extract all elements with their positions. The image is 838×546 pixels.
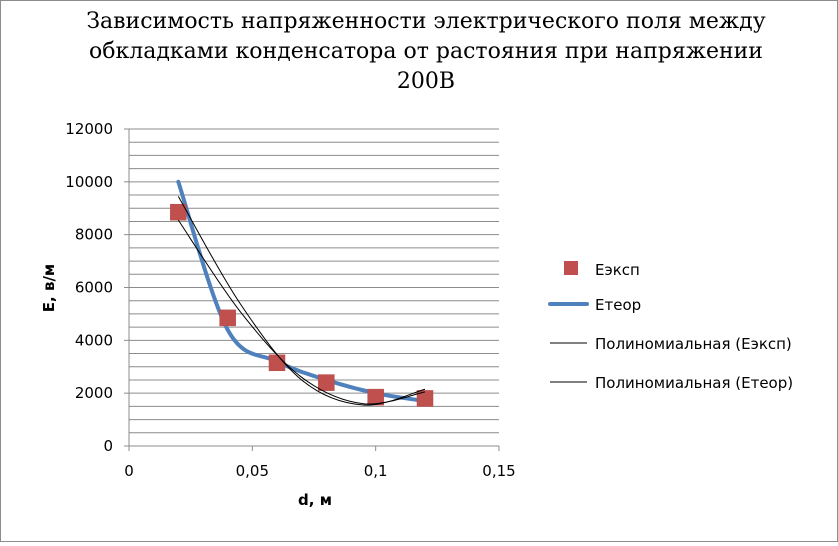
plot-series [170, 179, 434, 407]
x-tick-label: 0,1 [364, 462, 388, 480]
data-point-eexp [268, 354, 286, 372]
x-axis-label: d, м [298, 491, 332, 509]
y-tick-label: 6000 [75, 279, 113, 297]
y-axis-label: E, в/м [40, 264, 58, 312]
data-point-eexp [219, 309, 236, 327]
y-tick-label: 12000 [65, 120, 113, 138]
chart-legend: Еэксп Етеор Полиномиальная (Еэксп) Полиноми… [548, 261, 793, 392]
legend-label: Еэксп [595, 261, 640, 279]
x-tick-label: 0,15 [482, 462, 515, 480]
chart-title-line-3: 200В [397, 69, 455, 94]
plot-grid [129, 128, 499, 434]
y-tick-label: 2000 [75, 384, 113, 402]
legend-label: Полиномиальная (Етеор) [595, 374, 793, 392]
x-tick-label: 0 [124, 462, 134, 480]
y-tick-label: 4000 [75, 331, 113, 349]
tick-labels: 0 2000 4000 6000 8000 10000 12000 0 0,05 0,1 0,15 [65, 120, 515, 480]
chart-title: Зависимость напряженности электрического… [86, 9, 765, 94]
chart-title-line-2: обкладками конденсатора от растояния при… [89, 39, 763, 64]
y-tick-label: 8000 [75, 226, 113, 244]
y-tick-label: 10000 [65, 173, 113, 191]
legend-label: Етеор [595, 296, 641, 314]
data-point-eexp [367, 388, 384, 406]
chart-title-line-1: Зависимость напряженности электрического… [86, 9, 765, 34]
trendline-etheor [177, 196, 426, 406]
x-tick-label: 0,05 [236, 462, 269, 480]
series-line-etheor [176, 179, 427, 404]
plot-axes [124, 128, 500, 451]
legend-swatch-eexp [564, 261, 578, 275]
legend-label: Полиномиальная (Еэксп) [595, 335, 792, 353]
data-point-eexp [318, 374, 335, 391]
y-tick-label: 0 [103, 437, 113, 455]
data-point-eexp [416, 390, 434, 407]
